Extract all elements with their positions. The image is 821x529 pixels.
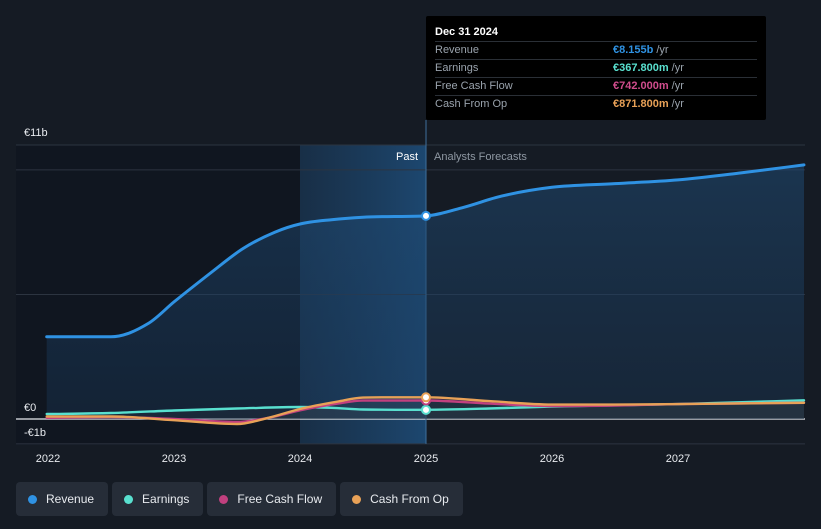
revenue-line [45, 163, 806, 339]
legend-label: Free Cash Flow [237, 492, 323, 506]
tooltip-value: €367.800m [613, 62, 669, 74]
y-axis-label: -€1b [24, 427, 46, 439]
cash-from-op-dot-icon [352, 494, 362, 504]
legend-item-earnings[interactable]: Earnings [112, 482, 204, 516]
tooltip-row-free-cash-flow: Free Cash Flow €742.000m /yr [435, 77, 757, 95]
legend-label: Revenue [46, 492, 95, 506]
y-axis-label: €0 [24, 402, 36, 414]
legend: Revenue Earnings Free Cash Flow Cash Fro… [16, 482, 463, 516]
tooltip-label: Earnings [435, 62, 479, 74]
forecast-label: Analysts Forecasts [434, 151, 527, 163]
tooltip-value: €742.000m [613, 80, 669, 92]
x-tick-label: 2027 [666, 453, 690, 465]
legend-item-revenue[interactable]: Revenue [16, 482, 109, 516]
revenue-marker [421, 210, 431, 221]
cash-from-op-line [45, 396, 806, 426]
tooltip-unit: /yr [671, 80, 684, 92]
tooltip-label: Free Cash Flow [435, 80, 513, 92]
x-tick-label: 2024 [288, 453, 312, 465]
legend-label: Earnings [142, 492, 190, 506]
tooltip-date: Dec 31 2024 [435, 26, 498, 38]
x-tick-label: 2022 [36, 453, 60, 465]
tooltip-row-earnings: Earnings €367.800m /yr [435, 59, 757, 77]
tooltip-value: €871.800m [613, 98, 669, 110]
tooltip-unit: /yr [671, 62, 684, 74]
tooltip-unit: /yr [671, 98, 684, 110]
tooltip-value: €8.155b [613, 44, 654, 56]
tooltip-label: Revenue [435, 44, 480, 56]
x-tick-label: 2026 [540, 453, 564, 465]
tooltip-box: Dec 31 2024 Revenue €8.155b /yr Earnings… [426, 16, 766, 120]
earnings-marker [421, 404, 431, 415]
free-cash-flow-dot-icon [219, 494, 229, 504]
cash-from-op-marker [421, 392, 431, 403]
legend-item-cash-from-op[interactable]: Cash From Op [340, 482, 463, 516]
tooltip-unit: /yr [656, 44, 669, 56]
revenue-area [46, 164, 804, 419]
legend-label: Cash From Op [370, 492, 449, 506]
tooltip-label: Cash From Op [435, 98, 508, 110]
tooltip-row-cash-from-op: Cash From Op €871.800m /yr [435, 95, 757, 113]
y-axis-label: €11b [24, 127, 48, 139]
x-tick-label: 2023 [162, 453, 186, 465]
revenue-dot-icon [28, 494, 37, 504]
tooltip-row-revenue: Revenue €8.155b /yr [435, 41, 757, 59]
legend-item-free-cash-flow[interactable]: Free Cash Flow [207, 482, 337, 516]
past-label: Past [396, 151, 418, 163]
earnings-dot-icon [124, 494, 134, 504]
x-tick-label: 2025 [414, 453, 438, 465]
earnings-area [46, 400, 804, 419]
